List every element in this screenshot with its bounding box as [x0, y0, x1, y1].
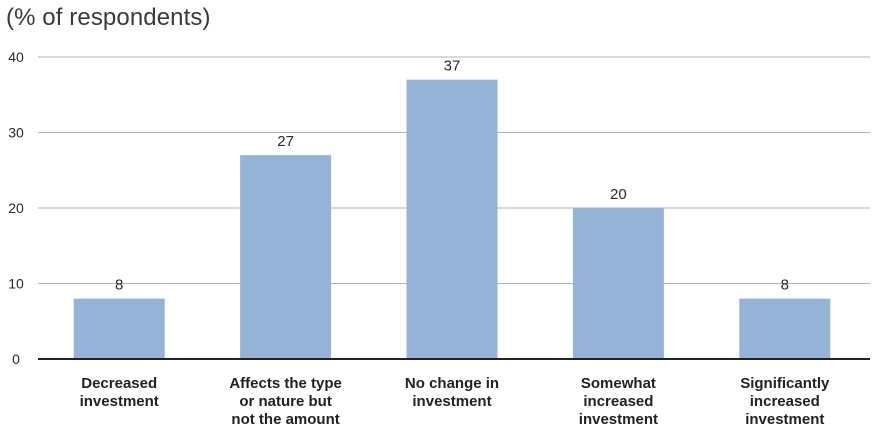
y-tick-label: 10 — [8, 276, 24, 292]
category-label-line: or nature but — [239, 393, 332, 410]
category-label: No change in investment — [405, 375, 499, 410]
category-label: Affects the type or nature but not the amo… — [229, 375, 342, 428]
bar-value-label: 20 — [610, 186, 627, 203]
bar-value-label: 8 — [115, 277, 123, 294]
y-tick-label: 30 — [8, 125, 24, 141]
bar — [739, 298, 831, 359]
bar-value-label: 8 — [781, 277, 789, 294]
bar-value-label: 37 — [444, 58, 461, 75]
y-axis-ticks: 0 10 20 30 40 — [8, 49, 24, 367]
category-label-line: Somewhat — [581, 375, 656, 392]
category-label-line: Affects the type — [229, 375, 342, 392]
category-label-line: increased — [750, 393, 820, 410]
bar — [572, 208, 664, 359]
category-label-line: investment — [579, 411, 658, 428]
category-label: Somewhat increased investment — [579, 375, 658, 428]
category-label-line: Decreased — [81, 375, 157, 392]
category-label-line: No change in — [405, 375, 499, 392]
category-label-line: Significantly — [740, 375, 830, 392]
value-labels: 8 27 37 20 8 — [115, 58, 789, 294]
bar — [406, 79, 498, 360]
category-label-line: investment — [745, 411, 824, 428]
y-tick-label: 20 — [8, 200, 24, 216]
y-tick-label: 0 — [12, 351, 20, 367]
y-axis-unit-label: (% of respondents) — [6, 4, 211, 31]
category-label-line: not the amount — [231, 411, 339, 428]
category-label-line: investment — [412, 393, 491, 410]
bars — [73, 79, 831, 360]
category-label: Significantly increased investment — [740, 375, 830, 428]
category-label: Decreased investment — [80, 375, 159, 410]
y-tick-label: 40 — [8, 49, 24, 65]
category-label-line: increased — [583, 393, 653, 410]
bar — [240, 155, 332, 359]
bar-value-label: 27 — [277, 133, 294, 150]
bar — [73, 298, 165, 359]
category-label-line: investment — [80, 393, 159, 410]
